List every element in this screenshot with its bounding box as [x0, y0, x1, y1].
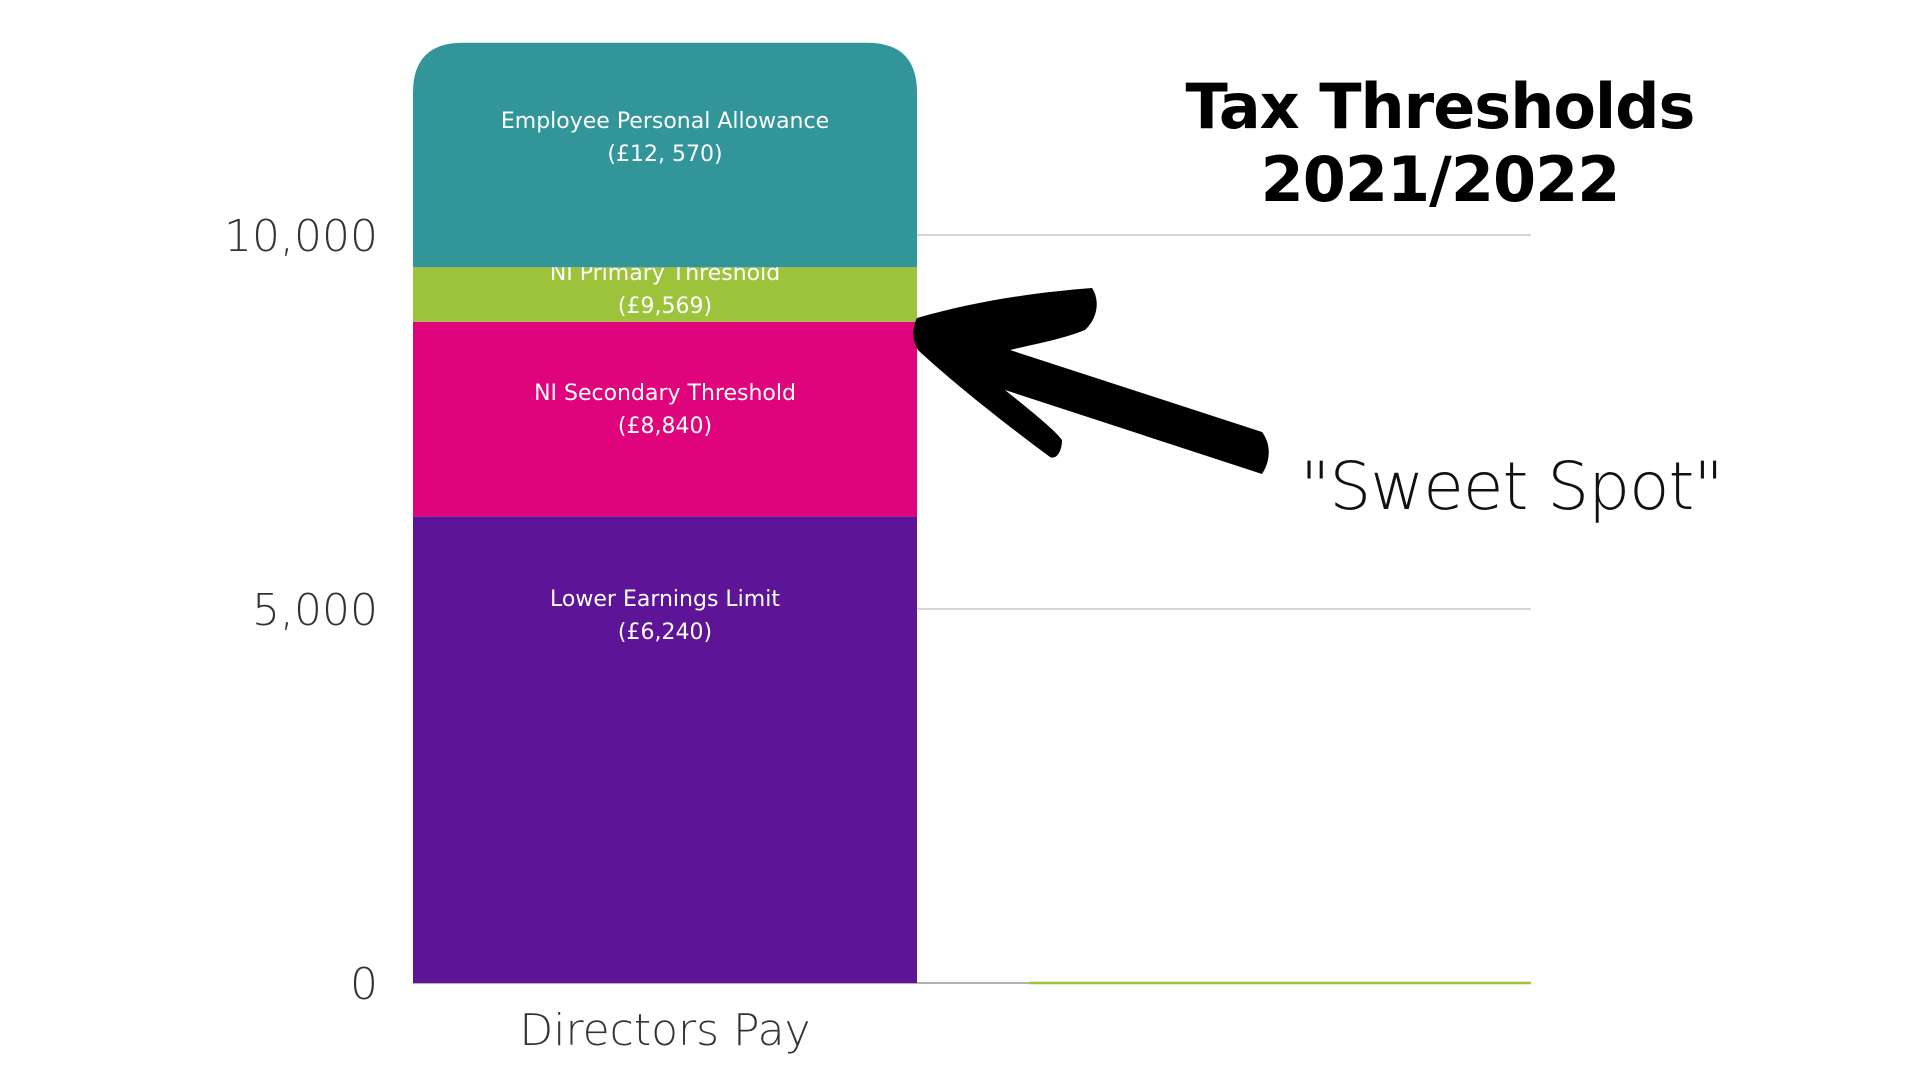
segment-value-label: (£12, 570) [607, 142, 722, 167]
segment-value-label: (£6,240) [618, 620, 712, 645]
segment-label: NI Secondary Threshold [534, 381, 796, 406]
bar-segment [413, 321, 917, 517]
bar-segment [413, 42, 917, 268]
chart-title: Tax Thresholds 2021/2022 [1185, 70, 1696, 216]
arrow-icon [913, 288, 1269, 474]
bar-segment [413, 516, 917, 983]
sweet-spot-annotation: "Sweet Spot" [1300, 448, 1724, 525]
y-tick-label: 5,000 [252, 585, 378, 636]
bar-segment [413, 267, 917, 322]
segment-label: Employee Personal Allowance [501, 109, 829, 134]
x-category-label: Directors Pay [519, 1005, 810, 1056]
segment-value-label: (£8,840) [618, 414, 712, 439]
y-tick-label: 0 [350, 959, 378, 1010]
segment-value-label: (£9,569) [618, 294, 712, 319]
segment-label: Lower Earnings Limit [550, 587, 780, 612]
y-tick-label: 10,000 [224, 211, 378, 262]
